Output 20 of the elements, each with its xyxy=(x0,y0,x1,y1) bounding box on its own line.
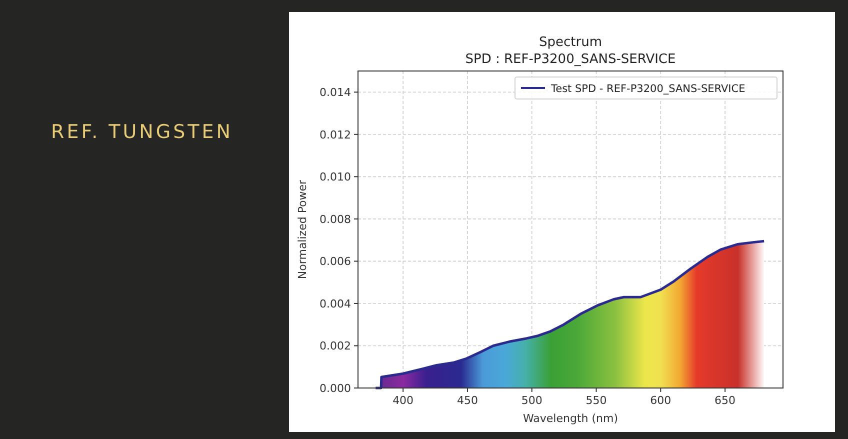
x-tick-label: 600 xyxy=(650,394,672,407)
text: REF. TUNGSTEN xyxy=(51,121,233,143)
y-axis-title: Normalized Power xyxy=(296,179,309,280)
y-tick-label: 0.006 xyxy=(320,255,351,268)
x-tick-label: 650 xyxy=(714,394,736,407)
x-tick-label: 450 xyxy=(456,394,478,407)
y-tick-label: 0.002 xyxy=(320,340,351,353)
y-tick-label: 0.000 xyxy=(320,382,351,395)
x-tick-label: 550 xyxy=(586,394,607,407)
x-tick-label: 500 xyxy=(521,394,542,407)
legend-label: Test SPD - REF-P3200_SANS-SERVICE xyxy=(550,83,746,95)
y-tick-label: 0.008 xyxy=(320,212,351,226)
chart-subtitle: SPD : REF-P3200_SANS-SERVICE xyxy=(465,52,676,67)
y-tick-label: 0.004 xyxy=(320,297,351,310)
y-tick-label: 0.012 xyxy=(320,128,351,142)
y-tick-label: 0.010 xyxy=(320,170,351,184)
chart-title: Spectrum xyxy=(539,35,602,50)
x-tick-label: 400 xyxy=(392,394,414,407)
y-tick-label: 0.014 xyxy=(320,86,351,100)
x-axis-title: Wavelength (nm) xyxy=(522,412,618,425)
